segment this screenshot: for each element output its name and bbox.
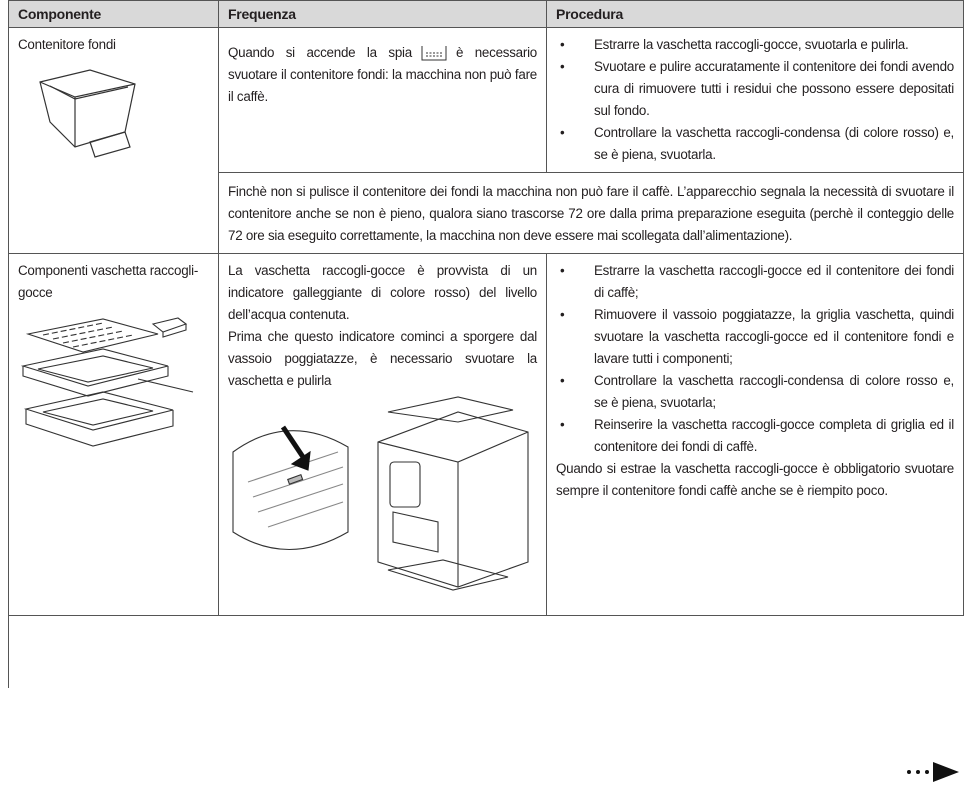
text: Quando si accende la spia xyxy=(228,45,412,60)
procedure-step: Rimuovere il vassoio poggiatazze, la gri… xyxy=(556,304,954,370)
procedure-step: Estrarre la vaschetta raccogli-gocce ed … xyxy=(556,260,954,304)
grounds-light-icon xyxy=(421,46,447,61)
component-cell: Componenti vaschetta raccogli-gocce xyxy=(8,253,219,616)
frequency-text: Prima che questo indicatore cominci a sp… xyxy=(228,329,537,388)
procedure-step: Controllare la vaschetta raccogli-conden… xyxy=(556,122,954,166)
procedure-cell: Estrarre la vaschetta raccogli-gocce ed … xyxy=(546,253,964,616)
frequency-cell: Quando si accende la spia è necessario sv… xyxy=(218,27,547,173)
machine-illustration xyxy=(232,396,529,591)
note-row: Finchè non si pulisce il contenitore dei… xyxy=(9,172,964,254)
continue-arrow xyxy=(907,762,959,782)
procedure-cell: Estrarre la vaschetta raccogli-gocce, sv… xyxy=(546,27,964,173)
procedure-list: Estrarre la vaschetta raccogli-gocce ed … xyxy=(556,260,954,458)
empty-row xyxy=(8,615,964,688)
drip-tray-illustration xyxy=(20,317,194,447)
grounds-container-illustration xyxy=(39,69,136,158)
note-text: Finchè non si pulisce il contenitore dei… xyxy=(228,184,954,243)
row: Componenti vaschetta raccogli-gocce La v… xyxy=(8,253,964,616)
procedure-step: Controllare la vaschetta raccogli-conden… xyxy=(556,370,954,414)
text: è necessario svuotare il contenitore fon… xyxy=(228,45,537,104)
component-name: Componenti vaschetta raccogli-gocce xyxy=(18,263,199,300)
header-cell: Componente xyxy=(8,0,219,28)
procedure-step: Reinserire la vaschetta raccogli-gocce c… xyxy=(556,414,954,458)
maintenance-table: Componente Frequenza Procedura Contenito… xyxy=(8,0,964,688)
component-name: Contenitore fondi xyxy=(18,37,116,52)
header-row: Componente Frequenza Procedura xyxy=(8,0,964,28)
empty-cell xyxy=(8,615,964,688)
component-cell: Contenitore fondi xyxy=(8,27,219,254)
frequency-cell: La vaschetta raccogli-gocce è provvista … xyxy=(218,253,547,616)
header-cell: Procedura xyxy=(546,0,964,28)
row: Contenitore fondi Quando si accende la s… xyxy=(8,27,964,254)
procedure-note: Quando si estrae la vaschetta raccogli-g… xyxy=(556,461,954,498)
procedure-step: Svuotare e pulire accuratamente il conte… xyxy=(556,56,954,122)
procedure-list: Estrarre la vaschetta raccogli-gocce, sv… xyxy=(556,34,954,166)
header-cell: Frequenza xyxy=(218,0,547,28)
frequency-text: La vaschetta raccogli-gocce è provvista … xyxy=(228,263,537,322)
note-cell: Finchè non si pulisce il contenitore dei… xyxy=(218,172,964,254)
procedure-step: Estrarre la vaschetta raccogli-gocce, sv… xyxy=(556,34,954,56)
frequency-text: Quando si accende la spia è necessario sv… xyxy=(228,42,537,108)
